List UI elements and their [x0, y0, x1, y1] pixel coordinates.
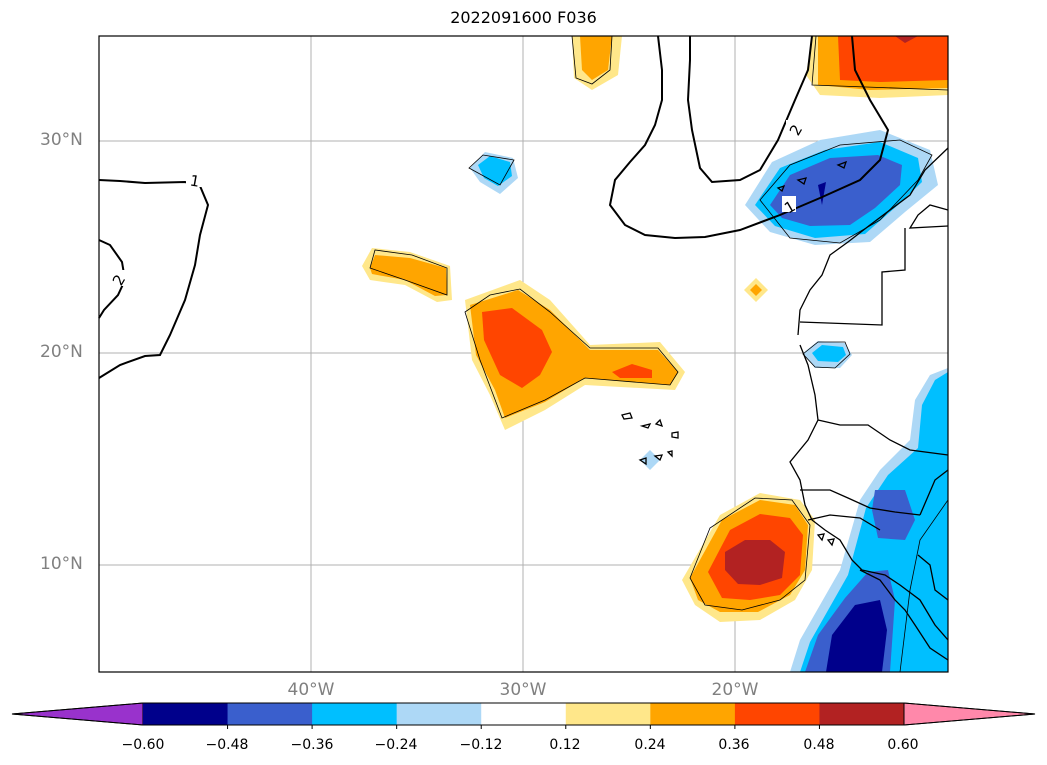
colorbar-tick: 0.60: [887, 737, 919, 753]
lon-label-30w: 30°W: [499, 680, 547, 700]
colorbar-outline: [11, 702, 1036, 726]
contour-labels: 1 2 2 1: [109, 120, 806, 289]
positive-anomaly-areas: [362, 36, 948, 622]
map-title: 2022091600 F036: [450, 8, 597, 27]
colorbar-tick: 0.48: [803, 737, 835, 753]
colorbar-segment: [312, 703, 398, 725]
map-plot: 1 2 2 1: [98, 35, 949, 673]
colorbar-tick: 0.24: [634, 737, 666, 753]
colorbar-tick: −0.12: [459, 737, 503, 753]
colorbar-tick: −0.24: [374, 737, 418, 753]
lat-label-20n: 20°N: [40, 342, 83, 362]
colorbar: [11, 702, 1036, 729]
colorbar-extend-high: [903, 702, 1036, 726]
colorbar-tick: −0.36: [290, 737, 334, 753]
anomaly-outlines: [369, 35, 949, 673]
colorbar-segment: [734, 703, 820, 725]
colorbar-segment: [650, 703, 736, 725]
colorbar-segment: [396, 703, 482, 725]
colorbar-tick: 0.12: [549, 737, 581, 753]
lat-label-30n: 30°N: [40, 130, 83, 150]
lat-label-10n: 10°N: [40, 554, 83, 574]
colorbar-segment: [227, 703, 313, 725]
coastlines: [621, 147, 949, 661]
contour-label: 1: [188, 171, 201, 190]
colorbar-tick: −0.60: [121, 737, 165, 753]
plot-frame: [98, 35, 949, 673]
colorbar-tick: −0.48: [205, 737, 249, 753]
colorbar-segment: [481, 703, 567, 725]
lon-label-20w: 20°W: [711, 680, 759, 700]
colorbar-segment: [565, 703, 651, 725]
lon-label-40w: 40°W: [287, 680, 335, 700]
colorbar-segment: [143, 703, 229, 725]
colorbar-segment: [819, 703, 905, 725]
colorbar-tick: 0.36: [718, 737, 750, 753]
colorbar-extend-low: [11, 702, 144, 726]
